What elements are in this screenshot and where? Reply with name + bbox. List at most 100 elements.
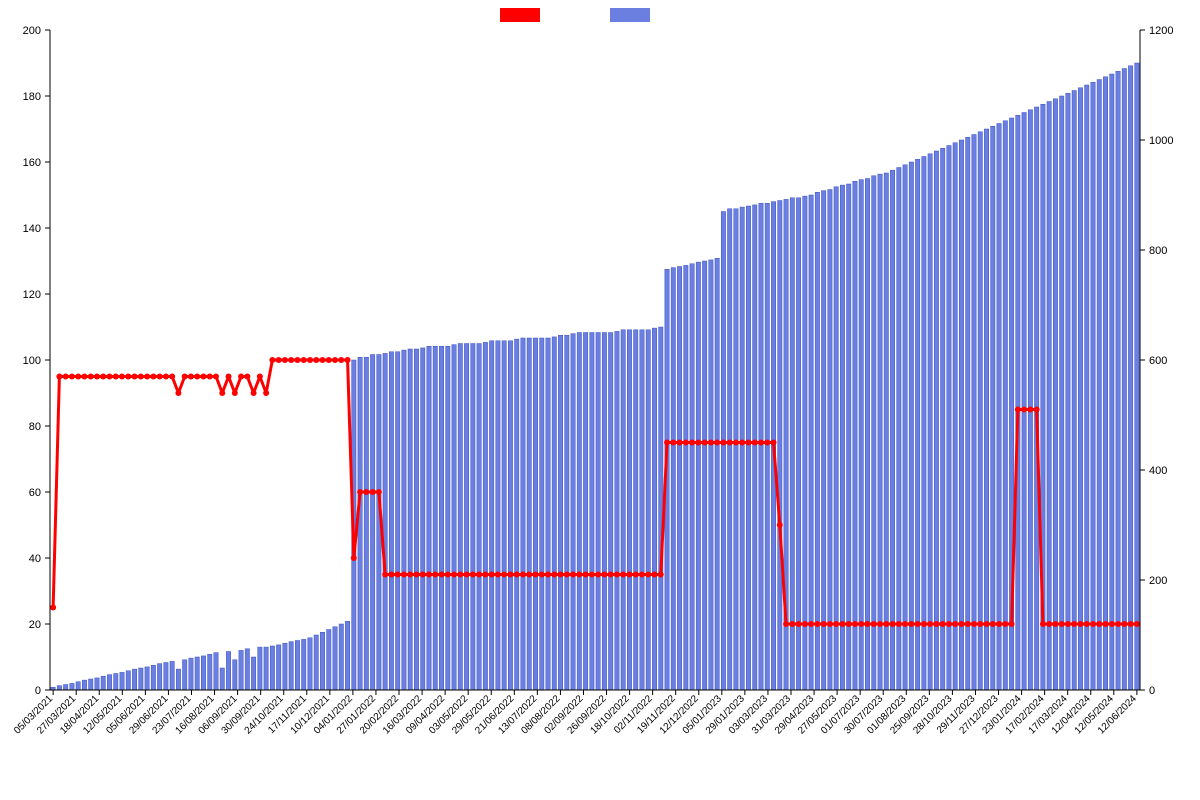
bar bbox=[533, 338, 537, 690]
bar bbox=[715, 258, 719, 690]
line-marker bbox=[952, 621, 958, 627]
line-marker bbox=[282, 357, 288, 363]
line-marker bbox=[990, 621, 996, 627]
line-marker bbox=[175, 390, 181, 396]
line-marker bbox=[1015, 407, 1021, 413]
line-marker bbox=[125, 374, 131, 380]
bar bbox=[1116, 71, 1120, 690]
line-marker bbox=[814, 621, 820, 627]
line-marker bbox=[576, 572, 582, 578]
bar bbox=[145, 667, 149, 690]
y-left-tick-label: 180 bbox=[23, 91, 41, 103]
line-marker bbox=[1052, 621, 1058, 627]
bar bbox=[402, 350, 406, 690]
bar bbox=[289, 642, 293, 690]
line-marker bbox=[890, 621, 896, 627]
line-marker bbox=[645, 572, 651, 578]
line-marker bbox=[915, 621, 921, 627]
line-marker bbox=[727, 440, 733, 446]
line-marker bbox=[626, 572, 632, 578]
line-marker bbox=[100, 374, 106, 380]
bar bbox=[421, 348, 425, 690]
line-marker bbox=[326, 357, 332, 363]
bar bbox=[201, 656, 205, 690]
line-marker bbox=[257, 374, 263, 380]
legend-swatch bbox=[500, 8, 540, 22]
y-left-tick-label: 120 bbox=[23, 289, 41, 301]
line-marker bbox=[495, 572, 501, 578]
line-marker bbox=[877, 621, 883, 627]
bar bbox=[502, 341, 506, 690]
line-marker bbox=[839, 621, 845, 627]
bar bbox=[753, 205, 757, 690]
chart-container: 0204060801001201401601802000200400600800… bbox=[0, 0, 1200, 800]
bar bbox=[865, 179, 869, 691]
bar bbox=[189, 658, 193, 690]
line-marker bbox=[263, 390, 269, 396]
line-marker bbox=[1046, 621, 1052, 627]
bar bbox=[590, 333, 594, 691]
bar bbox=[1034, 107, 1038, 690]
bar bbox=[734, 209, 738, 690]
bar bbox=[477, 344, 481, 691]
line-marker bbox=[714, 440, 720, 446]
bar bbox=[671, 268, 675, 690]
line-marker bbox=[689, 440, 695, 446]
line-marker bbox=[94, 374, 100, 380]
line-marker bbox=[294, 357, 300, 363]
line-marker bbox=[445, 572, 451, 578]
line-marker bbox=[708, 440, 714, 446]
line-marker bbox=[871, 621, 877, 627]
line-marker bbox=[332, 357, 338, 363]
bar bbox=[640, 330, 644, 690]
line-marker bbox=[1009, 621, 1015, 627]
bar bbox=[489, 341, 493, 690]
line-marker bbox=[1109, 621, 1115, 627]
line-marker bbox=[363, 489, 369, 495]
line-marker bbox=[758, 440, 764, 446]
bar bbox=[596, 333, 600, 691]
bar bbox=[82, 680, 86, 690]
line-marker bbox=[733, 440, 739, 446]
line-marker bbox=[720, 440, 726, 446]
bar bbox=[615, 331, 619, 690]
line-marker bbox=[1077, 621, 1083, 627]
line-marker bbox=[276, 357, 282, 363]
bar bbox=[483, 342, 487, 690]
bar bbox=[897, 168, 901, 691]
line-marker bbox=[313, 357, 319, 363]
y-right-tick-label: 1200 bbox=[1149, 25, 1173, 37]
bar bbox=[803, 196, 807, 690]
bar bbox=[721, 212, 725, 691]
bar bbox=[1110, 74, 1114, 690]
line-marker bbox=[56, 374, 62, 380]
bar bbox=[709, 260, 713, 690]
y-left-tick-label: 160 bbox=[23, 157, 41, 169]
line-marker bbox=[376, 489, 382, 495]
bar bbox=[1060, 96, 1064, 690]
line-marker bbox=[388, 572, 394, 578]
bar bbox=[233, 660, 237, 690]
line-marker bbox=[852, 621, 858, 627]
line-marker bbox=[200, 374, 206, 380]
line-marker bbox=[908, 621, 914, 627]
bar bbox=[139, 668, 143, 690]
line-marker bbox=[633, 572, 639, 578]
bar bbox=[70, 683, 74, 690]
bar bbox=[226, 652, 230, 691]
line-marker bbox=[946, 621, 952, 627]
line-marker bbox=[107, 374, 113, 380]
line-marker bbox=[457, 572, 463, 578]
y-left-tick-label: 100 bbox=[23, 355, 41, 367]
line-marker bbox=[883, 621, 889, 627]
line-marker bbox=[238, 374, 244, 380]
bar bbox=[276, 645, 280, 690]
bar bbox=[702, 261, 706, 690]
bar bbox=[439, 346, 443, 690]
line-marker bbox=[395, 572, 401, 578]
bar bbox=[1135, 63, 1139, 690]
bar bbox=[546, 338, 550, 690]
bar bbox=[126, 671, 130, 690]
line-marker bbox=[1115, 621, 1121, 627]
line-marker bbox=[1034, 407, 1040, 413]
